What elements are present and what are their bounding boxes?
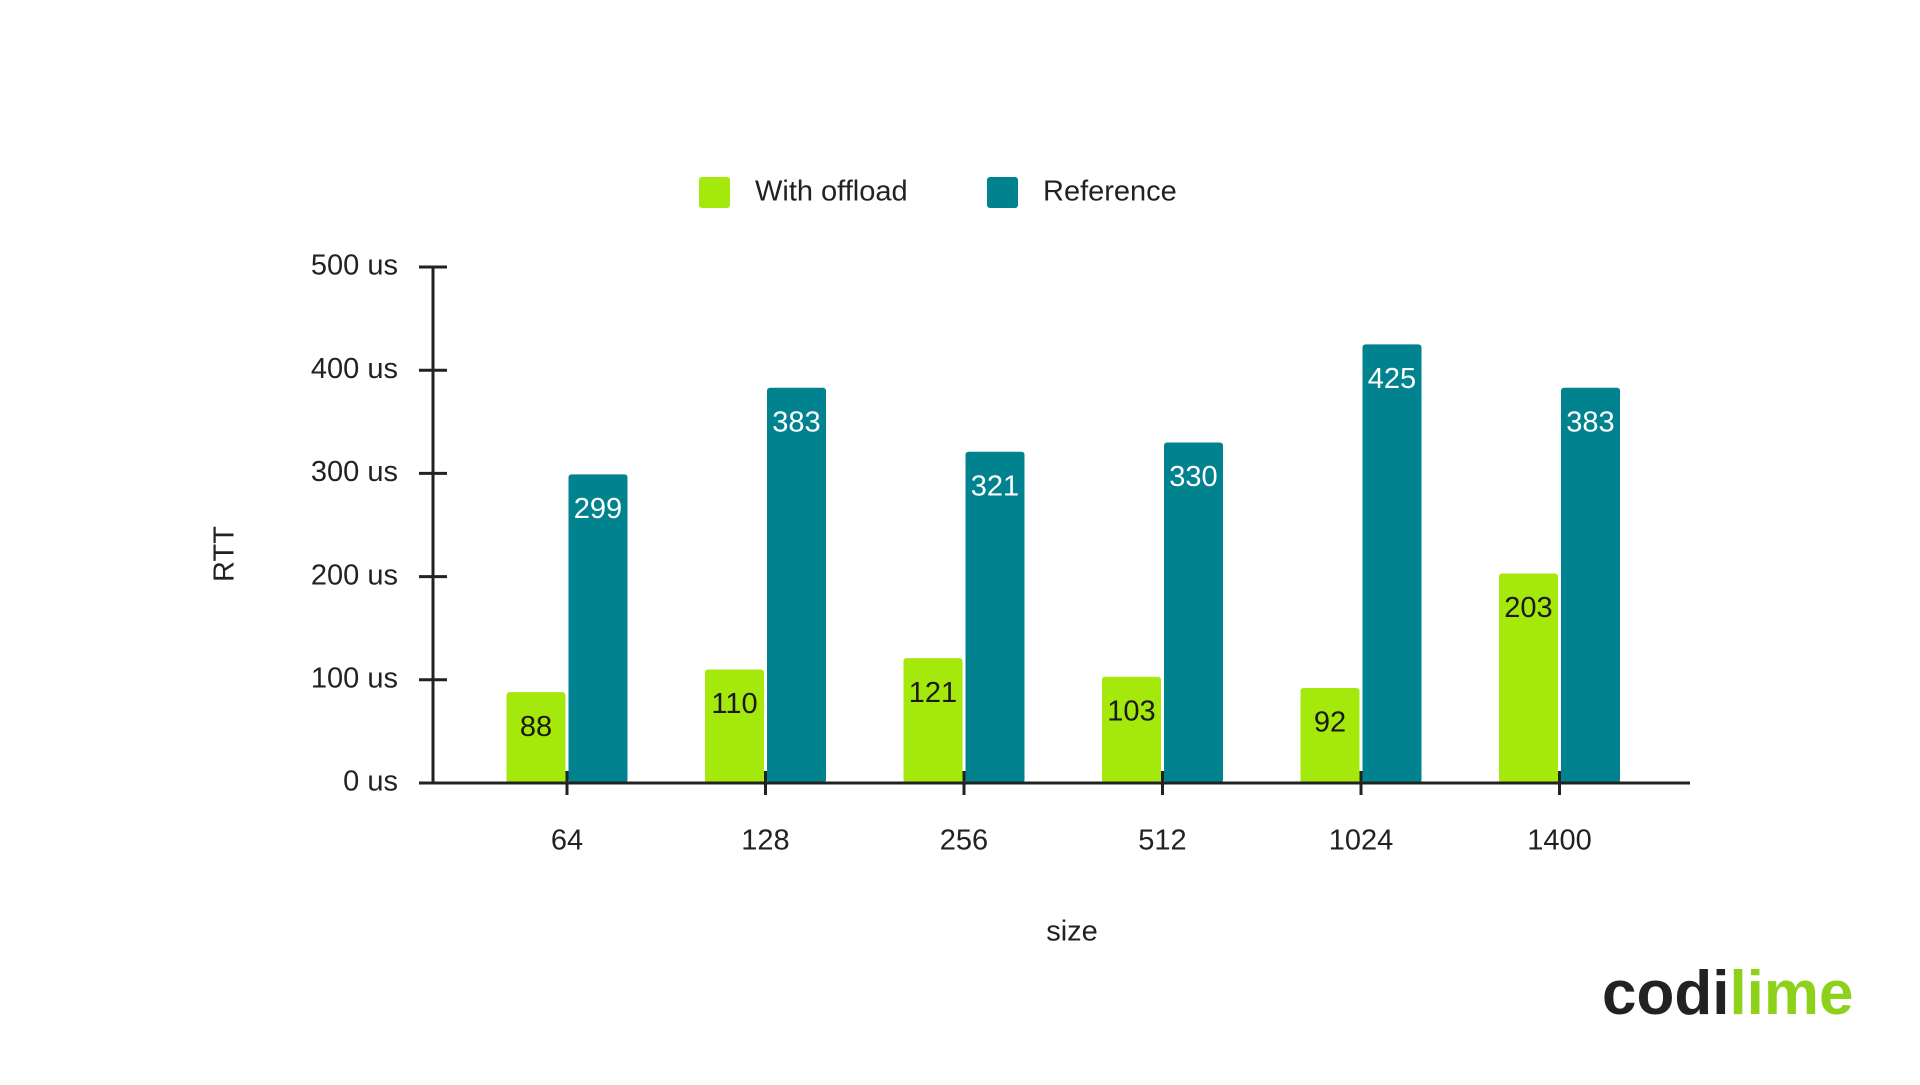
legend-swatch — [987, 177, 1018, 208]
y-tick-label: 200 us — [311, 559, 398, 591]
bar — [965, 451, 1025, 783]
value-label: 299 — [574, 493, 622, 525]
legend-label: With offload — [755, 176, 908, 208]
y-tick-label: 100 us — [311, 662, 398, 694]
value-label: 103 — [1107, 695, 1155, 727]
x-axis-title: size — [1046, 916, 1098, 948]
value-label: 92 — [1314, 707, 1346, 739]
value-label: 383 — [772, 406, 820, 438]
x-tick-label: 256 — [940, 825, 988, 857]
bar — [1499, 573, 1558, 783]
bar — [568, 474, 628, 783]
legend-label: Reference — [1043, 176, 1177, 208]
x-tick-label: 128 — [741, 825, 789, 857]
x-tick-label: 512 — [1138, 825, 1186, 857]
value-label: 121 — [909, 677, 957, 709]
value-label: 110 — [711, 688, 757, 720]
y-axis-title: RTT — [209, 526, 241, 582]
y-tick-label: 400 us — [311, 353, 398, 385]
bar — [1102, 676, 1161, 783]
y-tick-label: 300 us — [311, 456, 398, 488]
x-tick-label: 1400 — [1527, 825, 1592, 857]
value-label: 321 — [971, 470, 1019, 502]
logo-dark: codi — [1602, 959, 1729, 1028]
x-tick-label: 64 — [551, 825, 583, 857]
x-tick-label: 1024 — [1329, 825, 1394, 857]
bar — [506, 692, 566, 783]
bar — [1362, 344, 1422, 783]
bar — [903, 658, 963, 783]
y-tick-label: 0 us — [343, 766, 398, 798]
bar — [705, 669, 764, 783]
logo: codilime — [1602, 959, 1854, 1028]
bar — [1164, 442, 1223, 783]
bar — [1300, 688, 1360, 783]
value-label: 383 — [1566, 406, 1614, 438]
logo-accent: lime — [1729, 959, 1853, 1028]
value-label: 203 — [1504, 592, 1552, 624]
bar — [1561, 387, 1620, 783]
y-tick-label: 500 us — [311, 250, 398, 282]
value-label: 330 — [1169, 461, 1217, 493]
legend-swatch — [699, 177, 730, 208]
value-label: 425 — [1368, 363, 1416, 395]
bar — [767, 387, 826, 783]
value-label: 88 — [520, 711, 552, 743]
